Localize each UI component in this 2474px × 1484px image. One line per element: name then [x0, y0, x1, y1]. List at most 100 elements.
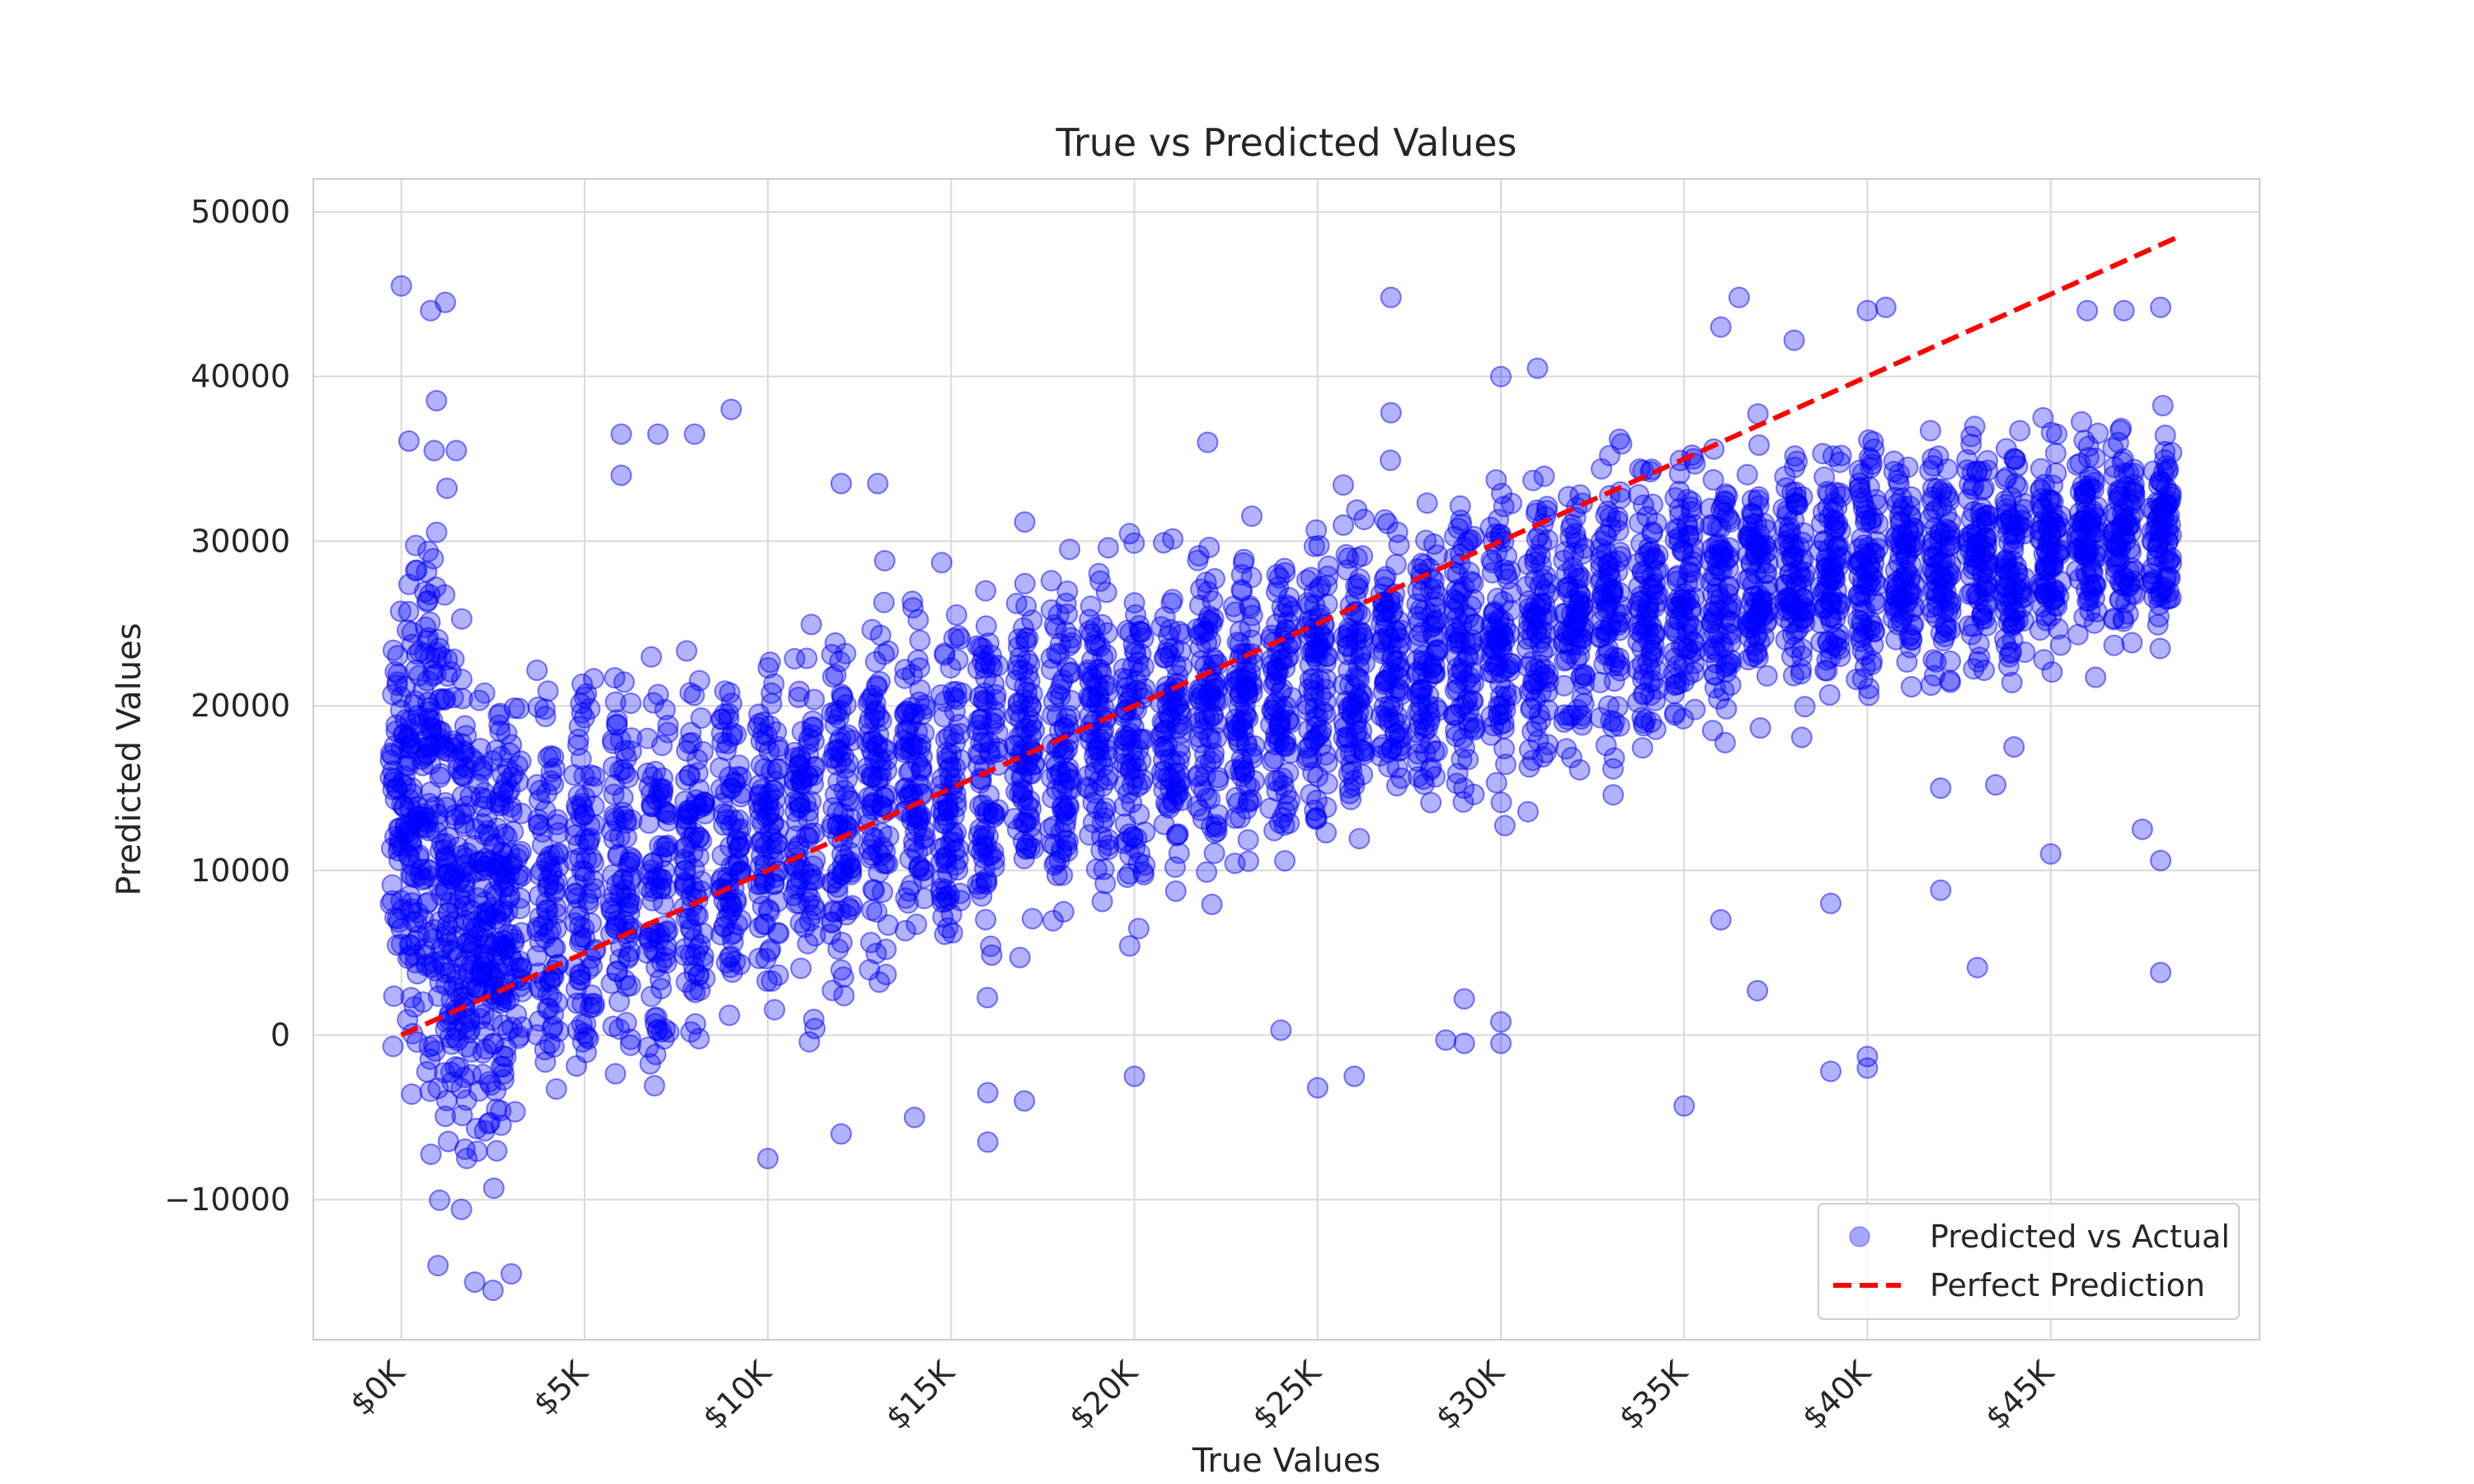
- scatter-point: [1747, 495, 1770, 517]
- scatter-point: [1113, 833, 1135, 855]
- scatter-point: [940, 744, 962, 765]
- scatter-point: [440, 961, 462, 984]
- scatter-point: [1850, 590, 1872, 613]
- scatter-point: [1317, 555, 1339, 577]
- scatter-point: [1940, 671, 1961, 693]
- scatter-point: [617, 895, 639, 918]
- scatter-point: [537, 747, 559, 769]
- scatter-point: [1202, 608, 1225, 630]
- scatter-point: [407, 902, 429, 924]
- scatter-point: [1123, 1065, 1145, 1087]
- scatter-point: [2040, 421, 2062, 444]
- scatter-point: [456, 1036, 478, 1058]
- scatter-point: [472, 813, 494, 835]
- scatter-point: [1194, 709, 1216, 731]
- scatter-point: [454, 890, 476, 912]
- scatter-point: [933, 812, 955, 834]
- scatter-point: [1603, 670, 1625, 692]
- scatter-point: [571, 673, 593, 695]
- scatter-point: [1014, 572, 1036, 594]
- scatter-point: [1113, 795, 1136, 817]
- scatter-point: [1829, 520, 1851, 542]
- scatter-point: [1453, 652, 1475, 674]
- scatter-point: [860, 765, 882, 787]
- scatter-point: [1959, 539, 1981, 561]
- scatter-point: [2114, 568, 2136, 590]
- scatter-point: [2103, 608, 2125, 629]
- scatter-point: [640, 985, 662, 1007]
- scatter-point: [382, 1036, 404, 1058]
- scatter-point: [2113, 299, 2135, 322]
- scatter-point: [1860, 512, 1882, 534]
- scatter-point: [1921, 477, 1944, 500]
- scatter-point: [2030, 529, 2053, 552]
- scatter-point: [620, 740, 642, 763]
- scatter-point: [2042, 474, 2064, 496]
- scatter-point: [1892, 524, 1914, 547]
- scatter-point: [1599, 506, 1621, 528]
- scatter-point: [1231, 580, 1253, 602]
- scatter-point: [481, 1009, 503, 1031]
- scatter-point: [477, 1112, 500, 1134]
- scatter-point: [1155, 792, 1177, 815]
- scatter-point: [2121, 632, 2143, 654]
- scatter-point: [1086, 797, 1108, 819]
- scatter-point: [479, 1111, 501, 1134]
- scatter-point: [1899, 623, 1921, 646]
- scatter-point: [1196, 861, 1218, 883]
- scatter-point: [606, 713, 628, 735]
- scatter-point: [1412, 679, 1433, 701]
- scatter-point: [454, 895, 476, 918]
- scatter-point: [1380, 402, 1402, 424]
- scatter-point: [790, 957, 812, 979]
- scatter-point: [2150, 296, 2171, 318]
- scatter-point: [1922, 455, 1945, 477]
- scatter-point: [901, 590, 924, 613]
- scatter-point: [866, 674, 888, 697]
- scatter-point: [639, 1053, 661, 1075]
- scatter-point: [435, 1106, 456, 1127]
- scatter-point: [975, 580, 997, 602]
- scatter-point: [1919, 420, 1941, 442]
- scatter-point: [436, 477, 458, 500]
- scatter-point: [971, 637, 994, 660]
- scatter-point: [821, 911, 843, 933]
- scatter-point: [1274, 850, 1296, 872]
- scatter-point: [2150, 961, 2171, 984]
- scatter-point: [584, 878, 606, 900]
- scatter-point: [658, 1021, 680, 1043]
- scatter-point: [1338, 621, 1360, 643]
- scatter-point: [1453, 988, 1475, 1010]
- scatter-point: [1240, 629, 1263, 651]
- scatter-point: [973, 690, 995, 711]
- legend-label-scatter: Predicted vs Actual: [1930, 1219, 2230, 1255]
- scatter-point: [1859, 618, 1881, 641]
- scatter-point: [1277, 596, 1300, 618]
- scatter-point: [1379, 695, 1401, 716]
- scatter-point: [1332, 474, 1354, 496]
- scatter-point: [2041, 661, 2063, 683]
- scatter-point: [1260, 714, 1282, 735]
- scatter-point: [1528, 525, 1550, 547]
- scatter-point: [1972, 479, 1994, 501]
- scatter-point: [678, 765, 700, 787]
- scatter-point: [643, 1074, 666, 1097]
- scatter-point: [1048, 849, 1070, 871]
- scatter-point: [1453, 736, 1475, 758]
- scatter-point: [1889, 544, 1912, 566]
- scatter-point: [1790, 659, 1813, 680]
- scatter-point: [789, 749, 811, 770]
- scatter-point: [1385, 650, 1407, 672]
- scatter-point: [1728, 286, 1750, 308]
- scatter-point: [454, 715, 476, 737]
- scatter-point: [440, 660, 462, 683]
- scatter-point: [1736, 463, 1758, 486]
- scatter-point: [949, 722, 971, 744]
- scatter-point: [2161, 552, 2182, 575]
- scatter-point: [1485, 469, 1507, 491]
- scatter-point: [508, 697, 530, 720]
- scatter-point: [1378, 756, 1400, 778]
- scatter-point: [427, 1255, 449, 1277]
- scatter-point: [1742, 585, 1764, 608]
- scatter-point: [568, 716, 590, 738]
